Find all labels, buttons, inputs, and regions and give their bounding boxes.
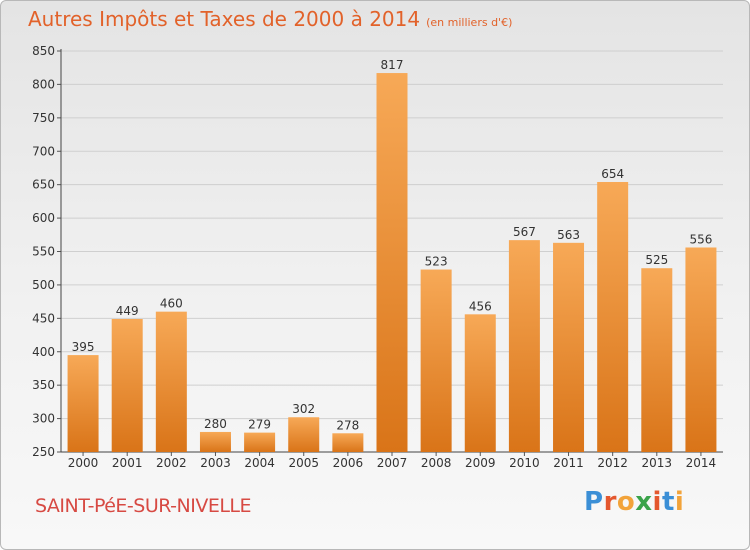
x-tick-label: 2009 [465,456,496,470]
chart-title-text: Autres Impôts et Taxes de 2000 à 2014 [28,7,421,31]
logo-letter: i [652,487,662,517]
bar [508,240,540,452]
data-label: 279 [248,418,271,432]
bar [685,247,717,452]
bar [155,311,187,452]
y-tick-label: 300 [32,412,55,426]
proxiti-logo[interactable]: Proxiti [584,487,684,517]
data-label: 302 [292,402,315,416]
town-name: SAINT-PéE-SUR-NIVELLE [35,495,252,517]
bar [199,431,231,452]
bar [597,181,629,452]
x-tick-label: 2006 [333,456,364,470]
x-tick-label: 2002 [156,456,187,470]
y-tick-label: 600 [32,211,55,225]
bar [288,417,320,452]
data-label: 280 [204,417,227,431]
data-label: 395 [72,340,95,354]
y-tick-label: 400 [32,345,55,359]
x-tick-label: 2011 [553,456,584,470]
label-layer: 395 449 460 280 279 302 278 817 523 456 567 563 654 5… [72,58,713,432]
bar [111,319,143,452]
y-tick-label: 800 [32,77,55,91]
axis-layer: 250 300 350 400 450 500 550 600 650 700 750 800 850 2… [32,44,723,470]
y-tick-label: 850 [32,44,55,58]
chart-title: Autres Impôts et Taxes de 2000 à 2014 (en… [28,7,512,31]
logo-letter: i [674,487,685,517]
data-label: 460 [160,297,183,311]
bar [376,73,408,453]
data-label: 817 [381,58,404,72]
data-label: 449 [116,304,139,318]
bar [464,314,496,452]
y-tick-label: 550 [32,245,55,259]
x-tick-label: 2013 [642,456,673,470]
y-tick-label: 750 [32,111,55,125]
bar-layer [67,73,717,453]
y-tick-label: 250 [32,445,55,459]
data-label: 525 [645,253,668,267]
y-tick-label: 700 [32,144,55,158]
bar [67,355,99,452]
bar [244,432,276,452]
x-tick-label: 2000 [68,456,99,470]
x-tick-label: 2005 [288,456,319,470]
bar [332,433,364,452]
data-label: 278 [336,418,359,432]
logo-letter: P [584,487,604,517]
x-tick-label: 2014 [686,456,717,470]
x-tick-label: 2008 [421,456,452,470]
y-tick-label: 650 [32,178,55,192]
data-label: 556 [689,232,712,246]
x-tick-label: 2003 [200,456,231,470]
data-label: 523 [425,255,448,269]
x-tick-label: 2004 [244,456,275,470]
x-tick-label: 2010 [509,456,540,470]
data-label: 567 [513,225,536,239]
chart-unit-text: (en milliers d'€) [426,16,513,29]
data-label: 654 [601,167,624,181]
logo-letter: o [616,487,636,517]
y-tick-label: 450 [32,311,55,325]
x-tick-label: 2012 [597,456,628,470]
data-label: 563 [557,228,580,242]
bar [420,269,452,452]
data-label: 456 [469,299,492,313]
logo-letter: t [661,487,675,517]
x-tick-label: 2007 [377,456,408,470]
logo-letter: r [603,487,617,517]
x-tick-label: 2001 [112,456,143,470]
bar [553,242,585,452]
y-tick-label: 500 [32,278,55,292]
logo-letter: x [635,487,653,517]
y-tick-label: 350 [32,378,55,392]
bar [641,268,673,452]
